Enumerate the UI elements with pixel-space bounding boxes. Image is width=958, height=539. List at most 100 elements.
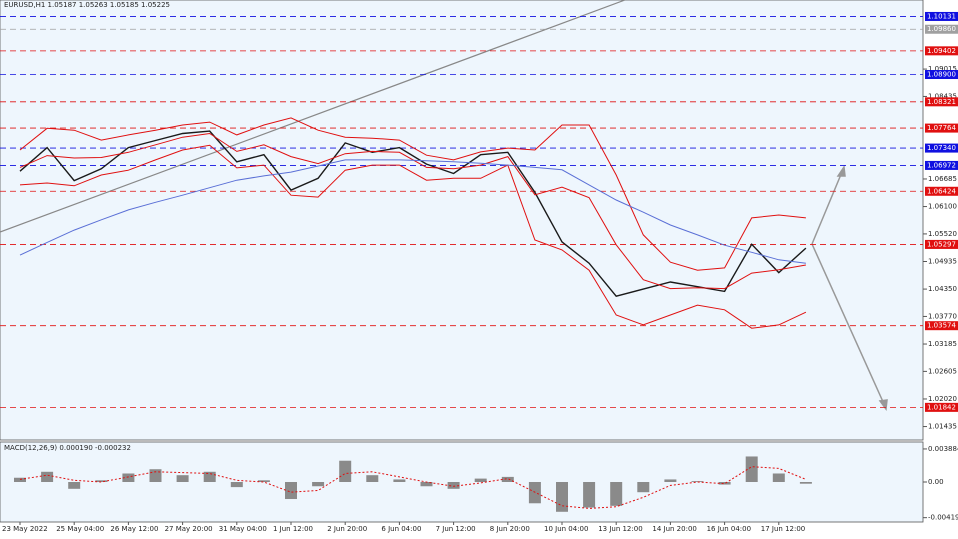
level-tag: 1.08900 (925, 70, 958, 80)
macd-bar (556, 482, 568, 512)
macd-bar (664, 479, 677, 482)
level-label: 1.06424 (927, 187, 956, 195)
level-tag: 1.05297 (925, 239, 958, 249)
y-tick-label: 1.01435 (928, 423, 957, 431)
level-label: 1.05297 (927, 240, 956, 248)
x-tick-label: 13 Jun 12:00 (598, 525, 642, 533)
macd-bar (285, 482, 297, 500)
macd-bar (474, 478, 487, 482)
y-tick-label: 1.06685 (928, 175, 957, 183)
level-box (925, 123, 958, 133)
series-line (19, 159, 806, 264)
x-tick-label: 17 Jun 12:00 (761, 525, 805, 533)
level-box (925, 46, 958, 56)
x-tick-label: 23 May 2022 (2, 525, 48, 533)
level-label: 1.07340 (927, 144, 956, 152)
level-tag: 1.08321 (925, 97, 958, 107)
y-tick-label: 1.09015 (928, 65, 957, 73)
x-tick-label: 14 Jun 20:00 (652, 525, 696, 533)
series-line (19, 466, 807, 509)
level-box (925, 186, 958, 196)
y-tick-label: 0.003884 (928, 445, 958, 453)
macd-bar (447, 482, 460, 489)
level-box (925, 143, 958, 153)
macd-bar (366, 475, 379, 482)
level-tag: 1.03574 (925, 321, 958, 331)
level-box (925, 160, 958, 170)
x-tick-label: 31 May 04:00 (219, 525, 267, 533)
level-box (925, 11, 958, 21)
projection-arrows (811, 164, 888, 411)
macd-bar (420, 482, 433, 487)
level-label: 1.01842 (927, 403, 956, 411)
level-tag: 1.07764 (925, 123, 958, 133)
level-label: 1.03574 (927, 322, 956, 330)
macd-bar (339, 460, 352, 482)
macd-bar (122, 473, 135, 482)
y-tick-label: 1.04935 (928, 258, 957, 266)
macd-bar (257, 480, 270, 482)
macd-bar (68, 482, 81, 489)
x-tick-label: 10 Jun 04:00 (544, 525, 588, 533)
series-line (19, 130, 807, 297)
level-box (925, 239, 958, 249)
macd-bar (95, 480, 108, 482)
level-label: 1.06972 (927, 161, 956, 169)
macd-bar (176, 475, 189, 482)
y-tick-label: 1.04350 (928, 285, 957, 293)
x-tick-label: 8 Jun 20:00 (490, 525, 530, 533)
level-tag: 1.09402 (925, 46, 958, 56)
level-box (925, 24, 958, 34)
y-tick-label: 1.03770 (928, 312, 957, 320)
x-tick-label: 26 May 12:00 (110, 525, 158, 533)
x-tick-label: 6 Jun 04:00 (381, 525, 421, 533)
x-tick-label: 25 May 04:00 (56, 525, 104, 533)
level-tag: 1.09860 (925, 24, 958, 34)
macd-bar (718, 482, 731, 485)
macd-bar (610, 482, 623, 506)
macd-bar (312, 482, 325, 487)
x-tick-label: 16 Jun 04:00 (707, 525, 751, 533)
macd-bar (799, 482, 812, 484)
level-tag: 1.01842 (925, 402, 958, 412)
level-box (925, 70, 958, 80)
macd-bar (230, 482, 243, 488)
level-tag: 1.10131 (925, 11, 958, 21)
y-tick-label: 1.02605 (928, 367, 957, 375)
series-line (19, 117, 806, 271)
level-label: 1.07764 (927, 124, 956, 132)
level-tag: 1.07340 (925, 143, 958, 153)
x-tick-label: 27 May 20:00 (165, 525, 213, 533)
chart-title: EURUSD,H1 1.05187 1.05263 1.05185 1.0522… (4, 1, 170, 9)
y-tick-label: 1.03185 (928, 340, 957, 348)
macd-bar (583, 482, 596, 508)
level-label: 1.09860 (927, 25, 956, 33)
trend-line (0, 0, 626, 233)
x-tick-label: 2 Jun 20:00 (327, 525, 367, 533)
level-box (925, 97, 958, 107)
y-tick-label: 0.00 (928, 478, 944, 486)
main-panel (0, 0, 924, 441)
macd-bar (14, 477, 26, 482)
macd-bar (501, 476, 514, 482)
macd-bar (203, 471, 216, 482)
y-tick-label: 1.05520 (928, 230, 957, 238)
macd-bar (393, 479, 406, 482)
x-tick-label: 1 Jun 12:00 (273, 525, 313, 533)
macd-bar (637, 482, 650, 493)
y-tick-label: 1.06100 (928, 203, 957, 211)
macd-bar (691, 481, 704, 482)
level-tag: 1.06972 (925, 160, 958, 170)
y-tick-label: 1.08435 (928, 92, 957, 100)
level-box (925, 321, 958, 331)
level-label: 1.08321 (927, 98, 956, 106)
macd-bar (772, 473, 785, 482)
macd-title: MACD(12,26,9) 0.000190 -0.000232 (4, 444, 131, 452)
x-tick-label: 7 Jun 12:00 (436, 525, 476, 533)
level-box (925, 402, 958, 412)
level-label: 1.08900 (927, 71, 956, 79)
level-label: 1.09402 (927, 47, 956, 55)
